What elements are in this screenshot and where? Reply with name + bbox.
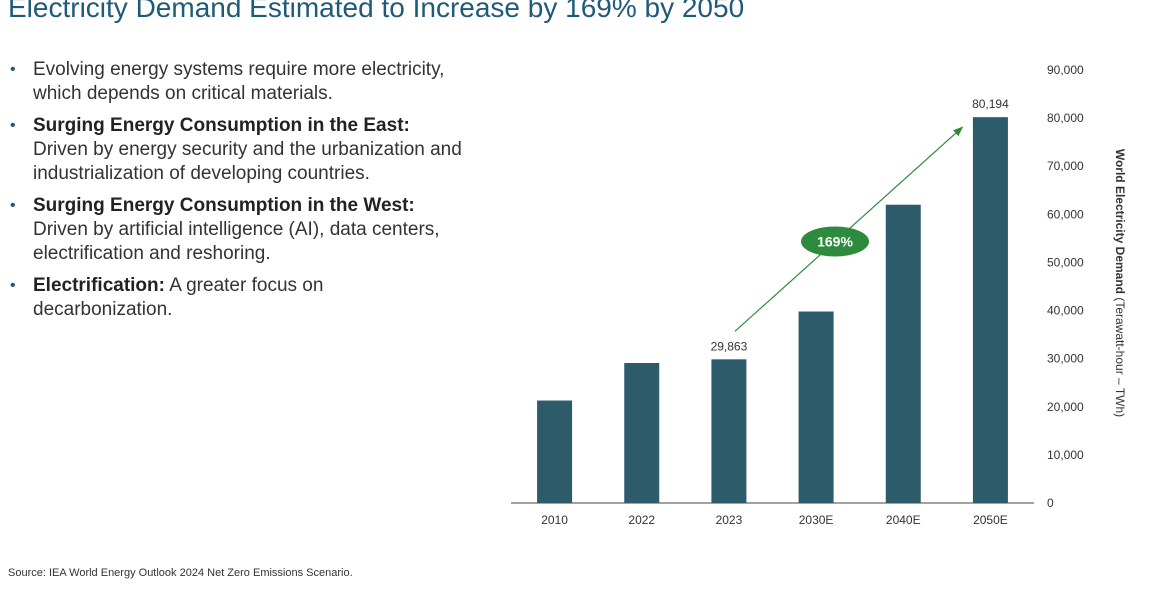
bullet-heading: Surging Energy Consumption in the West: [33, 195, 415, 216]
y-tick-label: 90,000 [1047, 63, 1084, 77]
bars-layer [511, 117, 1034, 504]
bar-2050e [972, 117, 1008, 503]
bullet-icon: • [10, 197, 16, 214]
bullet-icon: • [10, 61, 16, 78]
bullet-heading: Surging Energy Consumption in the East: [33, 115, 410, 136]
x-tick-label: 2023 [716, 513, 743, 527]
y-tick-label: 50,000 [1047, 255, 1084, 269]
bar-2023 [711, 359, 747, 503]
x-tick-label: 2022 [628, 513, 655, 527]
y-tick-label: 30,000 [1047, 352, 1084, 366]
bullet-item: • Electrification: A greater focus on de… [8, 274, 468, 322]
bullet-text: Evolving energy systems require more ele… [33, 59, 445, 104]
bullet-item: • Surging Energy Consumption in the East… [8, 114, 468, 186]
y-axis-label: World Electricity Demand (Terawatt-hour … [1113, 149, 1127, 417]
bar-2010 [537, 400, 573, 503]
page-title: Electricity Demand Estimated to Increase… [8, 0, 745, 23]
source-note: Source: IEA World Energy Outlook 2024 Ne… [8, 567, 353, 579]
bullet-item: • Surging Energy Consumption in the West… [8, 194, 468, 266]
y-axis-label-bold: World Electricity Demand [1113, 149, 1127, 294]
y-tick-label: 60,000 [1047, 207, 1084, 221]
bullet-icon: • [10, 277, 16, 294]
growth-badge [801, 226, 870, 257]
bullet-icon: • [10, 117, 16, 134]
x-tick-label: 2040E [886, 513, 921, 527]
bullet-text: Driven by energy security and the urbani… [33, 139, 462, 184]
labels-layer: 0 10,000 20,000 30,000 40,000 50,000 60,000 70,… [541, 63, 1084, 527]
data-label: 29,863 [711, 339, 748, 353]
growth-badge-label: 169% [817, 234, 853, 250]
data-label: 80,194 [972, 97, 1009, 111]
bullet-text: Driven by artificial intelligence (AI), … [33, 219, 440, 264]
x-tick-label: 2050E [973, 513, 1008, 527]
x-tick-label: 2010 [541, 513, 568, 527]
y-tick-label: 40,000 [1047, 304, 1084, 318]
bullet-list: • Evolving energy systems require more e… [8, 58, 468, 330]
bullet-text: A greater focus on decarbonization. [33, 275, 324, 320]
y-tick-label: 80,000 [1047, 111, 1084, 125]
bullet-heading: Electrification: [33, 275, 165, 296]
y-tick-label: 0 [1047, 496, 1054, 510]
bar-2030e [798, 311, 834, 503]
bar-2022 [624, 362, 660, 503]
bar-2040e [885, 204, 921, 503]
bullet-item: • Evolving energy systems require more e… [8, 58, 468, 106]
y-tick-label: 10,000 [1047, 448, 1084, 462]
y-tick-label: 70,000 [1047, 159, 1084, 173]
y-axis-label-units: (Terawatt-hour – TWh) [1113, 294, 1127, 417]
y-tick-label: 20,000 [1047, 400, 1084, 414]
x-tick-label: 2030E [799, 513, 834, 527]
